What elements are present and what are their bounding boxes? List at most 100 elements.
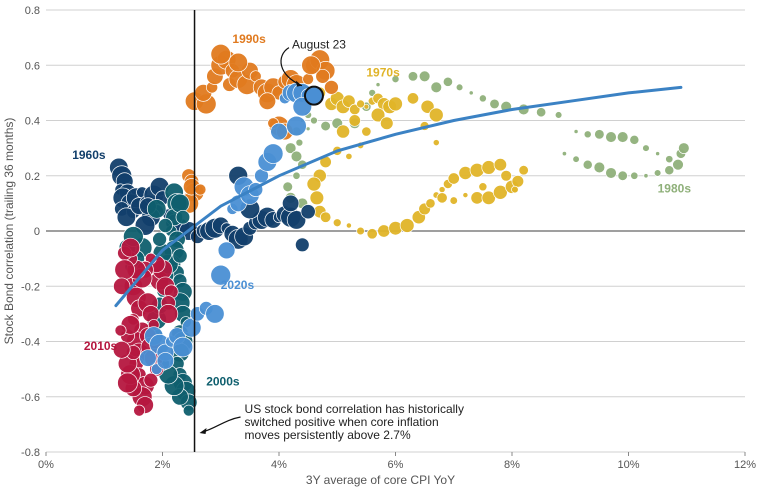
decade-label-1970s: 1970s bbox=[366, 65, 400, 79]
point-1980s bbox=[678, 142, 690, 154]
point-2000s bbox=[182, 404, 195, 417]
point-1980s bbox=[616, 131, 629, 143]
point-1980s bbox=[605, 131, 617, 143]
point-1970s bbox=[493, 158, 508, 172]
y-tick-label: -0.2 bbox=[21, 281, 40, 293]
point-1960s bbox=[295, 237, 310, 253]
x-tick-label: 6% bbox=[388, 459, 404, 471]
annotation-line-2: switched positive when core inflation bbox=[245, 415, 439, 429]
point-1960s bbox=[282, 194, 300, 213]
decade-label-1960s: 1960s bbox=[72, 148, 106, 162]
point-1970s bbox=[332, 218, 342, 228]
point-1980s bbox=[554, 111, 563, 119]
threshold-annotation: US stock bond correlation has historical… bbox=[199, 402, 464, 442]
point-2020s bbox=[205, 304, 225, 324]
point-2010s bbox=[114, 324, 127, 337]
august-23-arrowhead bbox=[295, 80, 302, 87]
x-tick-label: 0% bbox=[38, 459, 54, 471]
point-1970s bbox=[481, 190, 496, 206]
x-tick-label: 2% bbox=[155, 459, 171, 471]
point-1980s bbox=[642, 144, 650, 152]
point-1970s bbox=[336, 124, 351, 139]
x-tick-label: 10% bbox=[617, 459, 639, 471]
annotation-arrowhead bbox=[199, 428, 207, 434]
point-1970s bbox=[432, 139, 440, 147]
point-1990s bbox=[258, 92, 277, 110]
point-1990s bbox=[210, 43, 232, 65]
point-2000s bbox=[172, 248, 188, 264]
point-2010s bbox=[117, 372, 138, 394]
point-1970s bbox=[518, 165, 529, 176]
point-2010s bbox=[114, 259, 135, 280]
point-1980s bbox=[391, 75, 400, 84]
point-1970s bbox=[356, 99, 365, 109]
point-1980s bbox=[561, 151, 567, 157]
latest-point-highlight: August 23 bbox=[280, 38, 346, 106]
point-1980s bbox=[594, 129, 605, 140]
point-2010s bbox=[112, 340, 131, 359]
point-1960s bbox=[116, 207, 137, 227]
trend-line-path bbox=[114, 85, 683, 308]
decade-label-2020s: 2020s bbox=[221, 278, 255, 292]
point-1980s bbox=[672, 158, 684, 171]
point-1990s bbox=[301, 55, 321, 75]
point-1980s bbox=[573, 129, 579, 134]
point-1970s bbox=[345, 152, 353, 160]
point-1980s bbox=[320, 120, 331, 132]
x-tick-label: 8% bbox=[504, 459, 520, 471]
y-tick-label: -0.8 bbox=[21, 447, 40, 459]
point-2000s bbox=[146, 199, 167, 219]
point-2020s bbox=[286, 115, 307, 137]
point-1980s bbox=[375, 82, 381, 88]
decade-label-1990s: 1990s bbox=[232, 32, 266, 46]
point-1980s bbox=[605, 167, 617, 179]
y-tick-label: 0.2 bbox=[25, 171, 40, 183]
point-2020s bbox=[210, 264, 232, 286]
point-1980s bbox=[407, 71, 419, 82]
point-1990s bbox=[194, 183, 207, 196]
point-1970s bbox=[428, 107, 444, 123]
point-1980s bbox=[629, 134, 640, 145]
point-1970s bbox=[309, 190, 325, 206]
point-1970s bbox=[380, 116, 394, 131]
point-1980s bbox=[292, 171, 301, 180]
y-tick-label: -0.6 bbox=[21, 392, 40, 404]
point-2000s bbox=[157, 218, 173, 233]
point-1970s bbox=[511, 175, 525, 188]
point-1980s bbox=[643, 173, 649, 179]
y-tick-label: -0.4 bbox=[21, 337, 40, 349]
point-1980s bbox=[630, 171, 639, 180]
trend-line bbox=[114, 85, 683, 308]
point-2000s bbox=[170, 193, 190, 214]
point-1980s bbox=[664, 165, 675, 176]
point-1980s bbox=[430, 81, 443, 94]
decade-label-2000s: 2000s bbox=[206, 375, 240, 389]
point-1980s bbox=[617, 170, 628, 181]
point-1970s bbox=[470, 191, 484, 205]
annotation-line-1: US stock bond correlation has historical… bbox=[245, 402, 464, 416]
point-1980s bbox=[284, 142, 297, 154]
point-2020s bbox=[172, 336, 194, 358]
point-1990s bbox=[302, 73, 314, 85]
point-1960s bbox=[286, 210, 307, 230]
point-1970s bbox=[511, 185, 519, 194]
point-1980s bbox=[295, 138, 304, 147]
point-1980s bbox=[282, 181, 293, 193]
point-1970s bbox=[436, 192, 448, 204]
point-1970s bbox=[425, 198, 436, 209]
point-1970s bbox=[438, 186, 446, 194]
point-1990s bbox=[228, 52, 248, 73]
point-2010s bbox=[113, 277, 131, 295]
point-1970s bbox=[345, 222, 352, 229]
y-tick-label: 0.4 bbox=[25, 116, 40, 128]
point-1980s bbox=[582, 159, 593, 170]
point-1980s bbox=[665, 155, 674, 164]
point-1970s bbox=[449, 196, 458, 205]
point-1970s bbox=[478, 182, 488, 192]
x-tick-label: 4% bbox=[271, 459, 287, 471]
point-1970s bbox=[388, 96, 403, 112]
august-23-point bbox=[303, 85, 324, 106]
point-1980s bbox=[290, 150, 303, 163]
point-1960s bbox=[300, 204, 316, 220]
